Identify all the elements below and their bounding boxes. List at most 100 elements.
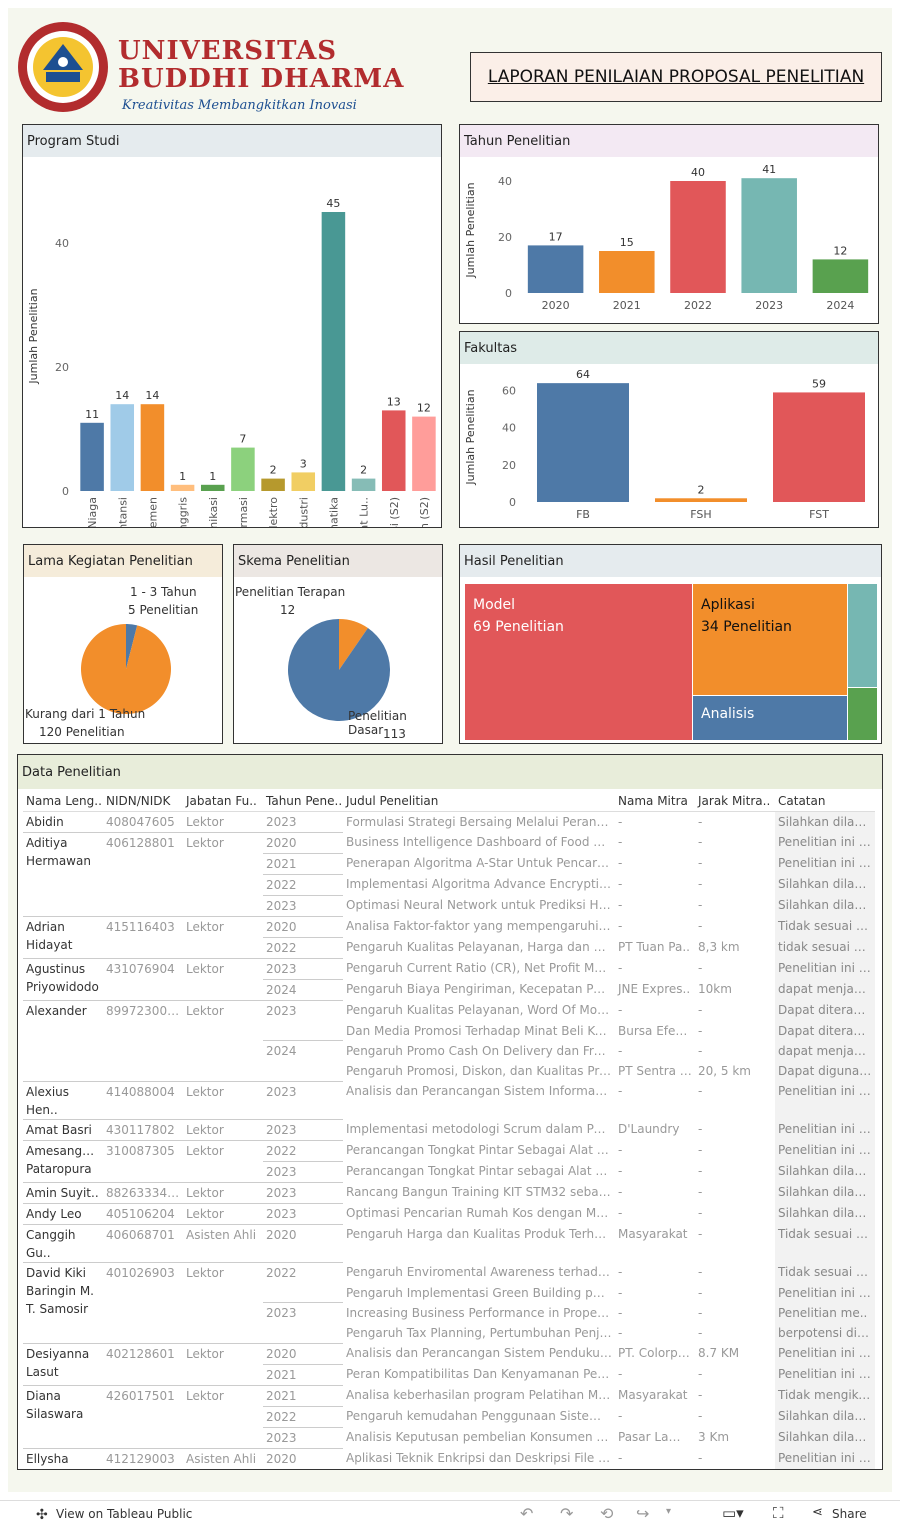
- table-row[interactable]: Desiyanna Lasut 402128601 Lektor 2020 Analis…: [23, 1342, 875, 1385]
- table-row[interactable]: Amesanggeng Pataropura310087305Lektor202…: [23, 1139, 875, 1182]
- dropdown-icon[interactable]: ▾: [666, 1506, 672, 1517]
- cell-mitra: -: [618, 1003, 623, 1017]
- university-seal-icon: [18, 22, 108, 112]
- bar-fsh-ilmu-komunikasi[interactable]: [200, 484, 225, 491]
- table-row[interactable]: 2022 Pengaruh kemudahan Penggunaan Sistem…: [23, 1405, 875, 1427]
- cell-mitra: -: [618, 1305, 623, 1320]
- table-row[interactable]: Alexius Hen.. 414088004 Lektor 2023 Analisis…: [23, 1080, 875, 1119]
- forward-icon[interactable]: ↪: [636, 1504, 650, 1523]
- bar-2024[interactable]: [812, 259, 869, 293]
- col-header-2[interactable]: Jabatan Fu..: [183, 791, 263, 812]
- view-on-tableau-link[interactable]: View on Tableau Public: [56, 1507, 193, 1521]
- table-row[interactable]: Amat Basri 430117802 Lektor 2023 Implementas…: [23, 1118, 875, 1140]
- pie-slice-1-3-tahun[interactable]: [126, 624, 138, 669]
- table-row[interactable]: 2021 Peran Kompatibilitas Dan Kenyamanan …: [23, 1363, 875, 1385]
- col-header-4[interactable]: Judul Penelitian: [343, 791, 615, 812]
- table-row[interactable]: Dan Media Promosi Terhadap Minat Beli Ko…: [23, 1020, 875, 1041]
- table-row[interactable]: Pengaruh Promosi, Diskon, dan Kualitas P…: [23, 1061, 875, 1081]
- bar-2021[interactable]: [599, 251, 655, 293]
- pie-slice-kurang-dari-1-tahun[interactable]: [81, 624, 171, 714]
- bar-fst-teknik-perangkat-lu-[interactable]: [351, 478, 376, 491]
- bar-fb-akuntansi[interactable]: [110, 404, 135, 491]
- table-row[interactable]: Agustinus Priyowidodo 431076904 Lektor 2023…: [23, 957, 875, 1000]
- bar-2023[interactable]: [741, 178, 797, 293]
- table-row[interactable]: 2024 Pengaruh Biaya Pengiriman, Kecepatan…: [23, 978, 875, 1000]
- bar-fb-manajemen[interactable]: [140, 404, 165, 491]
- fullscreen-icon[interactable]: ⛶: [773, 1504, 784, 1522]
- table-row[interactable]: 2023 Increasing Business Performance in P…: [23, 1302, 875, 1323]
- bar-2020[interactable]: [527, 245, 584, 293]
- revert-icon[interactable]: ⟲: [600, 1504, 614, 1523]
- treemap-aplikasi[interactable]: Aplikasi 34 Penelitian: [693, 584, 847, 695]
- col-header-0[interactable]: Nama Leng..: [23, 791, 103, 812]
- table-row[interactable]: David Kiki Baringin M. T. Samosir 4010269…: [23, 1261, 875, 1343]
- table-row[interactable]: 2022 Implementasi Algoritma Advance Encry…: [23, 873, 875, 895]
- data-label: 1: [209, 470, 216, 483]
- table-row[interactable]: Andy Leo 405106204 Lektor 2023 Optimasi Penc…: [23, 1202, 875, 1224]
- share-icon[interactable]: ⋖: [812, 1505, 823, 1520]
- col-header-5[interactable]: Nama Mitra: [615, 791, 695, 812]
- bar-fst-teknik-industri[interactable]: [291, 472, 316, 491]
- bar-fst-sistem-informasi[interactable]: [231, 447, 255, 491]
- table-row[interactable]: Abidin 408047605 Lektor 2023 Formulasi Strat…: [23, 810, 875, 832]
- bar-fb-administrasi-niaga[interactable]: [80, 422, 104, 491]
- pie-slice-penelitian-dasar[interactable]: [288, 619, 390, 721]
- table-row[interactable]: 2024 Pengaruh Promo Cash On Delivery dan …: [23, 1040, 875, 1061]
- col-header-6[interactable]: Jarak Mitra..: [695, 791, 775, 812]
- col-header-1[interactable]: NIDN/NIDK: [103, 791, 183, 812]
- col-header-3[interactable]: Tahun Pene..: [263, 791, 343, 812]
- bar-fsh-bahasa-inggris[interactable]: [170, 484, 195, 491]
- table-row[interactable]: 2021 Penerapan Algoritma A-Star Untuk Pen…: [23, 852, 875, 874]
- cell-judul: Rancang Bangun Training KIT STM32 sebaga…: [346, 1185, 615, 1199]
- lama-pie[interactable]: [81, 624, 171, 714]
- treemap-small-1[interactable]: [848, 584, 877, 687]
- bar-magister-akuntansi-s2-[interactable]: [381, 410, 406, 491]
- undo-icon[interactable]: ↶: [520, 1504, 534, 1523]
- data-label: 13: [387, 395, 401, 408]
- bar-fst-teknik-informatika[interactable]: [321, 212, 346, 491]
- treemap-analisis[interactable]: Analisis: [693, 696, 847, 740]
- bar-fst[interactable]: [773, 392, 865, 502]
- cell-year: 2021: [263, 852, 343, 874]
- cell-catatan: Dapat diterapk..: [775, 1020, 875, 1041]
- bar-fst-teknik-elektro[interactable]: [261, 478, 285, 491]
- present-icon[interactable]: ▭▾: [722, 1504, 744, 1522]
- cell-nidn: 8997230021: [103, 999, 183, 1081]
- table-row[interactable]: Pengaruh Tax Planning, Pertumbuhan Penju…: [23, 1323, 875, 1343]
- table-row[interactable]: Canggih Gu.. 406068701 Asisten Ahli 2020 Pen…: [23, 1223, 875, 1262]
- table-row[interactable]: Diana Silaswara 426017501 Lektor 2021 Analis…: [23, 1384, 875, 1448]
- program-studi-chart[interactable]: Jumlah Penelitian0204011FB - Administras…: [23, 157, 441, 527]
- share-button[interactable]: Share: [832, 1507, 867, 1521]
- fakultas-chart[interactable]: Jumlah Penelitian 0 20 40 60 64 FB 2 FSH 59 FST: [460, 364, 878, 527]
- table-row[interactable]: Ellysha Dwiyanthi Kusuma412129003Asisten…: [23, 1447, 875, 1469]
- cell-name: Alexander: [23, 999, 103, 1081]
- table-row[interactable]: Amin Suyit.. 8826333420 Lektor 2023 Rancang …: [23, 1181, 875, 1203]
- cell-catatan: Tidak sesuai de..: [775, 916, 875, 937]
- treemap-small-2[interactable]: [848, 688, 877, 740]
- table-row[interactable]: 2023 Optimasi Neural Network untuk Predik…: [23, 894, 875, 916]
- x-tick-label: FB - Manajemen: [146, 497, 159, 527]
- tahun-chart[interactable]: Jumlah Penelitian 0 20 40 17 2020 15 2021 40 2022…: [460, 157, 878, 323]
- table-row[interactable]: 2022 Pengaruh Kualitas Pelayanan, Harga d…: [23, 936, 875, 958]
- table-row[interactable]: Pengaruh Implementasi Green Building pad…: [23, 1282, 875, 1303]
- table-row[interactable]: Alexander 8997230021 Lektor 2023 Pengaruh Ku…: [23, 999, 875, 1081]
- bar-fb[interactable]: [537, 383, 629, 502]
- redo-icon[interactable]: ↷: [560, 1504, 574, 1523]
- cell-judul: Increasing Business Performance in Prope…: [346, 1305, 615, 1320]
- table-row[interactable]: Adrian Hidayat 415116403 Lektor 2020 Analisa…: [23, 915, 875, 958]
- table-row[interactable]: Aditiya Hermawan 406128801 Lektor 2020 Busin…: [23, 831, 875, 916]
- col-header-7[interactable]: Catatan: [775, 791, 875, 812]
- data-label: 40: [691, 166, 705, 179]
- cell-nidn: 8826333420: [103, 1181, 183, 1203]
- bar-magister-manajemen-s2-[interactable]: [412, 416, 436, 491]
- cell-jarak: 3 Km: [698, 1430, 730, 1444]
- treemap-model[interactable]: Model 69 Penelitian: [465, 584, 692, 740]
- bar-fsh[interactable]: [655, 498, 747, 502]
- table-row[interactable]: 2023 Perancangan Tongkat Pintar sebagai A…: [23, 1160, 875, 1182]
- table-row[interactable]: 2023 Analisis Keputusan pembelian Konsume…: [23, 1426, 875, 1448]
- skema-pie[interactable]: [288, 619, 390, 721]
- cell-jab: Lektor: [183, 957, 263, 1000]
- bar-2022[interactable]: [670, 181, 726, 293]
- pie-slice-penelitian-terapan[interactable]: [339, 619, 368, 670]
